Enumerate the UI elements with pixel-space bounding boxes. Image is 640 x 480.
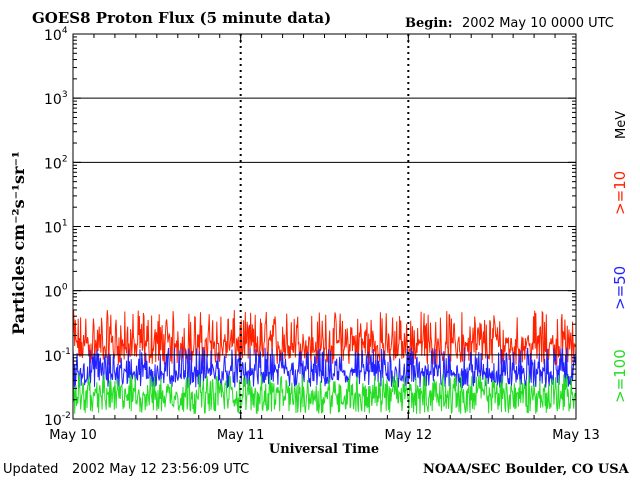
x-tick-label-3: May 13 [552, 428, 600, 443]
begin-label: Begin: [405, 16, 453, 31]
x-tick-label-0: May 10 [49, 428, 97, 443]
x-axis-label: Universal Time [269, 442, 379, 457]
y-tick-label-5: 103 [44, 90, 68, 108]
legend-10mev: >=10 [611, 171, 629, 215]
x-tick-label-1: May 11 [217, 428, 265, 443]
y-tick-label-0: 10-2 [44, 411, 71, 429]
x-ticks: May 10 May 11 May 12 May 13 [49, 34, 600, 443]
y-ticks: 10-2 10-1 100 101 102 103 104 [44, 26, 576, 429]
legend-50mev: >=50 [611, 266, 629, 310]
legend-unit: MeV [614, 111, 629, 139]
series-line-1 [72, 347, 577, 389]
y-tick-label-3: 101 [44, 219, 68, 237]
y-tick-label-2: 100 [44, 283, 68, 301]
updated-label: Updated [3, 462, 58, 477]
y-tick-label-6: 104 [44, 26, 68, 44]
y-tick-label-1: 10-1 [44, 347, 71, 365]
grid-layer [73, 34, 576, 419]
chart-title: GOES8 Proton Flux (5 minute data) [32, 9, 331, 27]
series-layer [72, 310, 577, 415]
y-axis-label: Particles cm⁻²s⁻¹sr⁻¹ [9, 151, 28, 335]
legend-100mev: >=100 [611, 349, 629, 403]
y-tick-label-4: 102 [44, 154, 68, 172]
plot-frame [72, 33, 577, 420]
updated-value: 2002 May 12 23:56:09 UTC [72, 462, 249, 477]
begin-value: 2002 May 10 0000 UTC [462, 16, 614, 31]
x-tick-label-2: May 12 [385, 428, 433, 443]
series-line-2 [72, 374, 577, 415]
series-line-0 [72, 310, 577, 366]
credit-text: NOAA/SEC Boulder, CO USA [423, 462, 630, 477]
